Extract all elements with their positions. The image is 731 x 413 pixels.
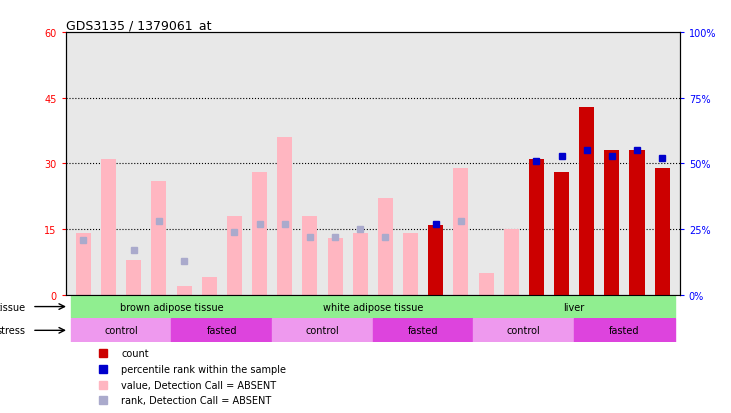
Bar	[272, 319, 373, 342]
Bar	[579, 107, 594, 295]
Bar	[327, 238, 343, 295]
Bar	[303, 216, 317, 295]
Text: stress: stress	[0, 325, 26, 335]
Bar	[453, 169, 469, 295]
Text: fasted: fasted	[408, 325, 439, 335]
Bar	[529, 160, 544, 295]
Bar	[76, 234, 91, 295]
Bar	[252, 173, 267, 295]
Bar	[574, 319, 675, 342]
Text: GDS3135 / 1379061_at: GDS3135 / 1379061_at	[66, 19, 211, 32]
Text: count: count	[121, 349, 148, 358]
Text: white adipose tissue: white adipose tissue	[322, 302, 423, 312]
Bar	[202, 278, 217, 295]
Text: value, Detection Call = ABSENT: value, Detection Call = ABSENT	[121, 380, 276, 390]
Text: liver: liver	[564, 302, 585, 312]
Bar	[277, 138, 292, 295]
Bar	[227, 216, 242, 295]
Bar	[629, 151, 645, 295]
Text: tissue: tissue	[0, 302, 26, 312]
Bar	[479, 273, 493, 295]
Bar	[373, 319, 474, 342]
Bar	[504, 230, 519, 295]
Text: control: control	[306, 325, 339, 335]
Bar	[126, 260, 141, 295]
Bar	[352, 234, 368, 295]
Bar	[474, 295, 675, 319]
Bar	[655, 169, 670, 295]
Text: fasted: fasted	[609, 325, 640, 335]
Bar	[101, 160, 116, 295]
Bar	[474, 319, 574, 342]
Text: control: control	[105, 325, 138, 335]
Bar	[605, 151, 619, 295]
Bar	[554, 173, 569, 295]
Bar	[71, 295, 272, 319]
Bar	[176, 286, 192, 295]
Bar	[71, 319, 172, 342]
Bar	[403, 234, 418, 295]
Text: brown adipose tissue: brown adipose tissue	[120, 302, 223, 312]
Text: percentile rank within the sample: percentile rank within the sample	[121, 364, 286, 374]
Bar	[378, 199, 393, 295]
Text: control: control	[507, 325, 541, 335]
Text: fasted: fasted	[207, 325, 237, 335]
Bar	[172, 319, 272, 342]
Text: rank, Detection Call = ABSENT: rank, Detection Call = ABSENT	[121, 395, 271, 406]
Bar	[151, 181, 167, 295]
Bar	[272, 295, 474, 319]
Bar	[428, 225, 443, 295]
